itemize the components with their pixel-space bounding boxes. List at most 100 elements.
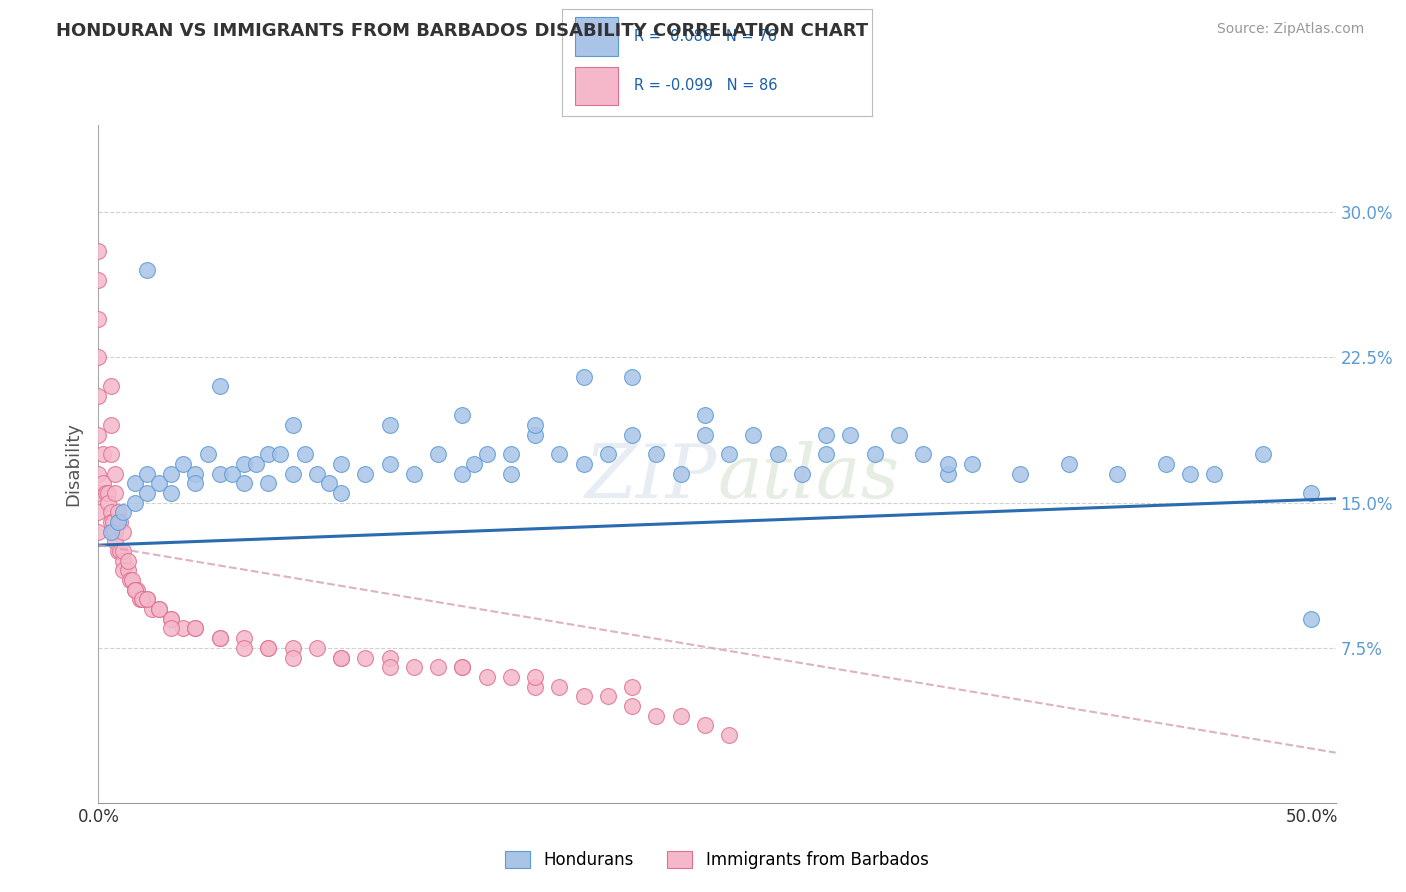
Point — [499, 447, 522, 461]
Legend: Hondurans, Immigrants from Barbados: Hondurans, Immigrants from Barbados — [505, 851, 929, 869]
Point — [104, 486, 127, 500]
Point — [100, 418, 122, 433]
Point — [87, 467, 110, 481]
Point — [184, 476, 207, 491]
Point — [815, 447, 838, 461]
Point — [669, 708, 692, 723]
Point — [117, 554, 139, 568]
Point — [91, 447, 114, 461]
Point — [1010, 467, 1032, 481]
Point — [136, 592, 159, 607]
Point — [100, 515, 122, 529]
Point — [148, 602, 170, 616]
Point — [160, 467, 183, 481]
Point — [1251, 447, 1274, 461]
Point — [294, 447, 316, 461]
Point — [463, 457, 485, 471]
Point — [148, 602, 170, 616]
Point — [281, 467, 304, 481]
Point — [1154, 457, 1177, 471]
Point — [87, 273, 110, 287]
Point — [136, 467, 159, 481]
Point — [148, 476, 170, 491]
Point — [427, 447, 450, 461]
Point — [124, 495, 146, 509]
Point — [172, 622, 194, 636]
Text: R =  0.086   N = 76: R = 0.086 N = 76 — [634, 29, 776, 45]
Point — [257, 640, 280, 655]
Point — [645, 708, 668, 723]
Point — [184, 622, 207, 636]
Point — [136, 263, 159, 277]
Point — [208, 467, 231, 481]
Point — [912, 447, 935, 461]
Point — [863, 447, 886, 461]
Point — [402, 467, 425, 481]
Point — [596, 447, 619, 461]
Point — [693, 409, 716, 423]
Text: ZIP: ZIP — [585, 442, 717, 514]
Point — [136, 592, 159, 607]
Point — [1057, 457, 1080, 471]
Point — [572, 369, 595, 384]
Point — [621, 698, 644, 713]
Point — [87, 505, 110, 519]
Point — [197, 447, 219, 461]
Point — [1204, 467, 1226, 481]
Point — [257, 640, 280, 655]
Point — [354, 650, 377, 665]
Point — [136, 486, 159, 500]
Point — [330, 650, 353, 665]
Point — [269, 447, 291, 461]
Point — [233, 640, 256, 655]
Point — [378, 650, 401, 665]
Point — [233, 476, 256, 491]
Point — [524, 680, 547, 694]
Point — [1301, 612, 1323, 626]
Point — [131, 592, 153, 607]
Point — [475, 447, 498, 461]
Point — [97, 486, 120, 500]
Point — [87, 486, 110, 500]
Point — [305, 640, 328, 655]
Point — [233, 457, 256, 471]
Point — [104, 524, 127, 539]
Point — [121, 573, 143, 587]
Point — [127, 582, 149, 597]
Point — [110, 515, 132, 529]
Point — [100, 447, 122, 461]
Point — [790, 467, 813, 481]
Point — [87, 427, 110, 442]
Bar — [575, 18, 619, 56]
Point — [100, 379, 122, 393]
Point — [1107, 467, 1129, 481]
Point — [572, 457, 595, 471]
Point — [107, 515, 129, 529]
Point — [97, 495, 120, 509]
Point — [118, 573, 141, 587]
Point — [160, 622, 183, 636]
Point — [548, 447, 571, 461]
Point — [693, 427, 716, 442]
Point — [548, 680, 571, 694]
Text: R = -0.099   N = 86: R = -0.099 N = 86 — [634, 78, 778, 94]
Point — [378, 457, 401, 471]
Point — [208, 631, 231, 645]
Point — [107, 544, 129, 558]
Point — [104, 467, 127, 481]
Point — [281, 650, 304, 665]
Point — [693, 718, 716, 732]
Point — [124, 582, 146, 597]
Point — [621, 427, 644, 442]
Point — [184, 467, 207, 481]
Point — [451, 409, 474, 423]
Point — [451, 467, 474, 481]
Point — [101, 515, 124, 529]
Point — [91, 476, 114, 491]
Point — [499, 467, 522, 481]
Point — [621, 680, 644, 694]
Point — [124, 476, 146, 491]
Text: HONDURAN VS IMMIGRANTS FROM BARBADOS DISABILITY CORRELATION CHART: HONDURAN VS IMMIGRANTS FROM BARBADOS DIS… — [56, 22, 869, 40]
Point — [499, 670, 522, 684]
Point — [475, 670, 498, 684]
